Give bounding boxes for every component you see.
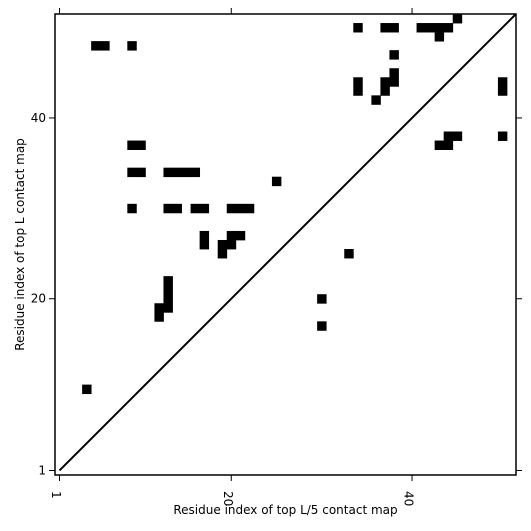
contact-cell-upper <box>380 77 390 87</box>
contact-cell-lower <box>136 140 146 150</box>
y-tick-label: 1 <box>38 463 46 477</box>
contact-cell-lower <box>190 167 201 178</box>
contact-cell-upper <box>434 23 445 33</box>
contact-cell-lower <box>127 140 137 150</box>
contact-cell-upper <box>380 23 390 33</box>
contact-cell-lower <box>100 41 110 51</box>
contact-cell-upper <box>443 23 454 33</box>
contact-cell-lower <box>136 167 146 178</box>
contact-cell-upper <box>443 131 454 141</box>
contact-cell-lower <box>226 203 237 214</box>
contact-cell-upper <box>353 77 363 87</box>
contact-cell-upper <box>353 23 363 33</box>
y-tick-label: 20 <box>31 292 46 306</box>
contact-cell-upper <box>443 140 454 150</box>
contact-cell-lower <box>226 239 237 250</box>
contact-cell-lower <box>190 203 201 214</box>
contact-cell-upper <box>497 77 508 87</box>
contact-cell-upper <box>434 32 445 42</box>
contact-cell-upper <box>425 23 436 33</box>
contact-cell-lower <box>199 203 210 214</box>
x-axis-label: Residue index of top L/5 contact map <box>173 503 397 517</box>
contact-cell-lower <box>181 167 191 178</box>
contact-cell-lower <box>217 239 228 250</box>
contact-cell-lower <box>199 230 210 241</box>
x-tick-label: 40 <box>402 491 416 506</box>
y-axis-label: Residue index of top L contact map <box>13 138 27 351</box>
contact-cells <box>82 14 508 395</box>
contact-cell-upper <box>389 23 399 33</box>
contact-cell-upper <box>452 14 463 24</box>
contact-cell-lower <box>163 167 173 178</box>
contact-cell-upper <box>371 95 381 105</box>
contact-cell-upper <box>353 86 363 96</box>
contact-cell-upper <box>497 86 508 96</box>
contact-cell-lower <box>91 41 101 51</box>
contact-cell-lower <box>244 203 255 214</box>
contact-cell-lower <box>235 230 246 241</box>
contact-cell-lower <box>163 203 173 214</box>
contact-cell-lower <box>163 294 173 304</box>
contact-cell-lower <box>154 312 164 322</box>
diagonal-line <box>58 13 517 472</box>
contact-cell-lower <box>235 203 246 214</box>
contact-cell-upper <box>497 131 508 141</box>
contact-cell-upper <box>452 131 463 141</box>
y-tick-label: 40 <box>31 111 46 125</box>
contact-cell-lower <box>317 321 327 331</box>
contact-cell-lower <box>172 167 182 178</box>
contact-cell-lower <box>172 203 182 214</box>
contact-cell-upper <box>389 77 399 87</box>
contact-cell-lower <box>199 239 210 250</box>
contact-cell-lower <box>82 384 92 395</box>
contact-cell-lower <box>344 249 354 259</box>
x-tick-label: 20 <box>221 491 235 506</box>
contact-cell-lower <box>154 303 164 313</box>
contact-cell-lower <box>317 294 327 304</box>
x-tick-label: 1 <box>49 491 63 499</box>
contact-cell-lower <box>163 285 173 295</box>
contact-cell-upper <box>434 140 445 150</box>
contact-cell-lower <box>163 276 173 286</box>
axes-frame <box>54 13 517 476</box>
contact-cell-upper <box>416 23 427 33</box>
contact-cell-lower <box>127 203 137 214</box>
contact-cell-upper <box>389 68 399 78</box>
contact-cell-lower <box>127 41 137 51</box>
contact-cell-lower <box>226 230 237 241</box>
contact-cell-upper <box>389 50 399 60</box>
contact-cell-lower <box>127 167 137 178</box>
contact-cell-lower <box>217 249 228 259</box>
contact-cell-upper <box>380 86 390 96</box>
axis-ticks: 1 20 40 1 20 40 <box>31 8 522 506</box>
contact-cell-lower <box>271 176 282 187</box>
contact-cell-lower <box>163 303 173 313</box>
